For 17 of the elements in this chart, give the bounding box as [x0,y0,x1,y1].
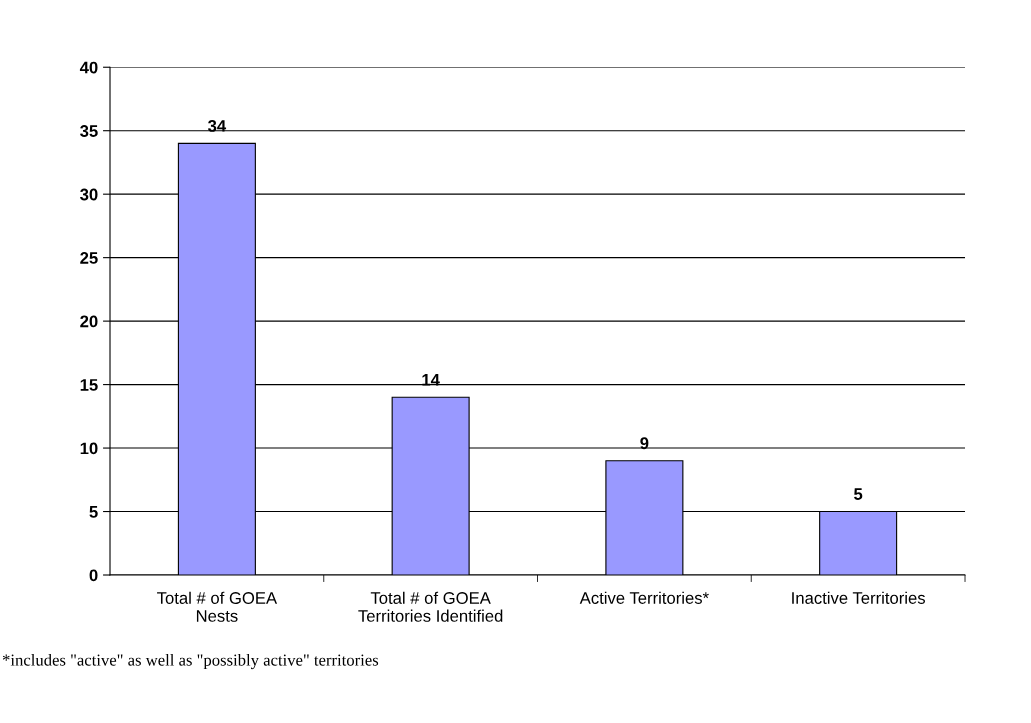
y-tick-label: 40 [79,61,98,74]
y-tick-label: 15 [80,379,98,391]
y-tick-label: 30 [80,188,98,201]
y-tick-label: 10 [80,442,98,455]
x-tick-label: Total # of GOEA Nests [157,591,278,622]
text: *includes "active" as well as "possibly active" territories [2,653,379,670]
y-tick-label: 20 [80,315,98,328]
data-label: 5 [854,488,863,500]
y-tick-label: 35 [80,125,98,137]
y-tick-label: 5 [89,506,98,518]
y-tick-label: 0 [89,569,98,582]
x-tick-label: Total # of GOEA Territories Identified [358,591,503,622]
data-label: 34 [208,119,227,132]
x-tick-label: Inactive Territories [792,591,926,604]
data-label: 9 [640,437,649,450]
x-tick-label: Active Territories* [579,591,709,604]
y-tick-label: 25 [80,252,98,264]
